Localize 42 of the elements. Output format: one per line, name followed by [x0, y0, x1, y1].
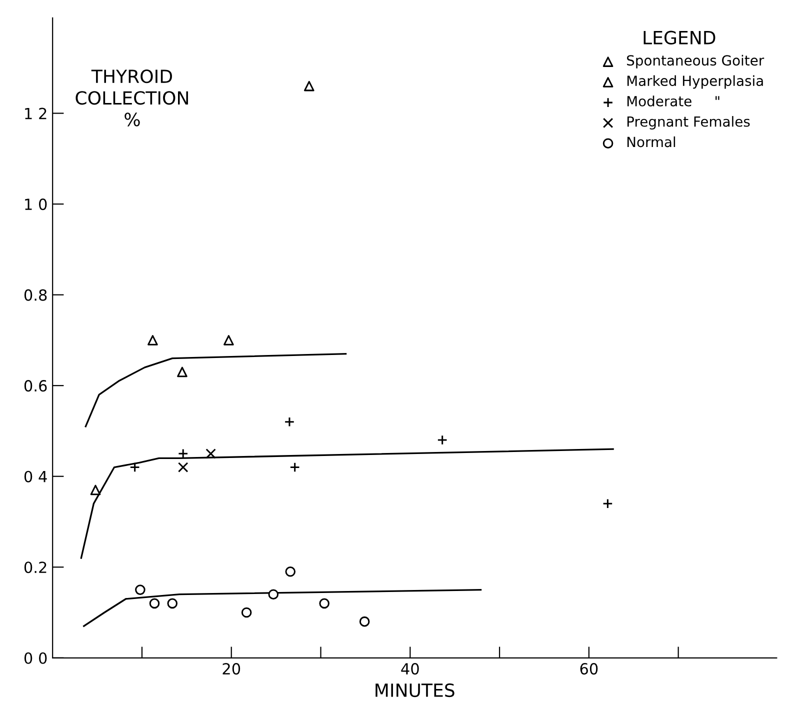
- point: [304, 80, 314, 92]
- x-tick-label: 20: [222, 663, 240, 675]
- point: [285, 566, 296, 577]
- legend-title: LEGEND: [644, 30, 716, 44]
- point: [178, 462, 188, 472]
- point: [268, 589, 279, 600]
- x-tick-label: 60: [580, 663, 598, 675]
- y-tick-label: 0.6: [24, 380, 47, 392]
- legend-label: Spontaneous Goiter: [627, 54, 764, 68]
- y-axis-title: THYROID COLLECTION %: [76, 69, 188, 126]
- point: [290, 462, 300, 472]
- legend-label: Marked Hyperplasia: [627, 75, 763, 89]
- point: [135, 584, 146, 595]
- point: [206, 448, 216, 459]
- y-tick-label: 1 2: [25, 108, 46, 120]
- point: [437, 434, 448, 446]
- line-series: [83, 588, 482, 627]
- y-tick-label: 0 0: [24, 652, 47, 664]
- legend-label: Normal: [627, 136, 676, 148]
- point: [241, 607, 252, 618]
- point: [148, 335, 158, 346]
- y-tick-label: 1 0: [25, 198, 47, 210]
- point: [602, 498, 613, 509]
- line-series: [84, 352, 347, 428]
- legend-label: Moderate ": [627, 96, 720, 106]
- legend-label: Pregnant Females: [627, 116, 750, 130]
- y-tick-label: 0 4: [24, 470, 47, 482]
- x-tick-label: 40: [401, 663, 419, 675]
- line-series: [80, 448, 614, 559]
- point: [130, 462, 140, 472]
- point: [177, 366, 188, 378]
- point: [359, 616, 370, 627]
- x-axis-title: MINUTES: [376, 683, 454, 698]
- point: [149, 598, 160, 609]
- y-tick-label: 0.2: [24, 562, 46, 574]
- y-tick-label: 0.8: [24, 289, 47, 301]
- point: [167, 598, 178, 609]
- point: [224, 335, 234, 346]
- point: [90, 484, 101, 496]
- point: [319, 598, 330, 609]
- point: [284, 416, 295, 428]
- point: [178, 448, 188, 459]
